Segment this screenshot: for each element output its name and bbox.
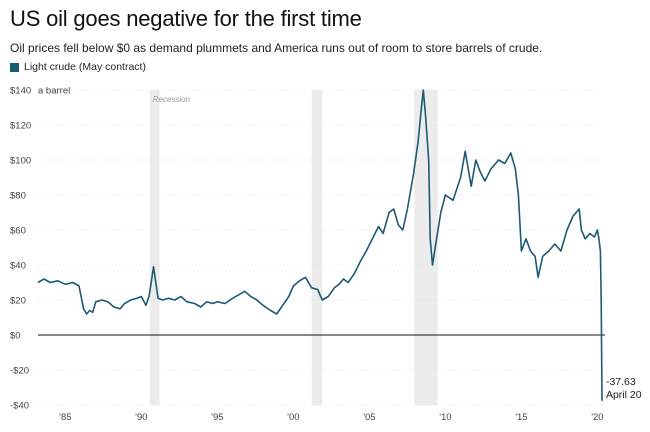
x-tick-label: '85 [59, 412, 71, 423]
y-tick-label: $80 [10, 191, 26, 202]
chart-subtitle: Oil prices fell below $0 as demand plumm… [10, 41, 543, 55]
annotation-date: April 20 [606, 389, 642, 401]
x-tick-label: '00 [287, 412, 299, 423]
x-tick-label: '95 [211, 412, 223, 423]
y-tick-label: -$20 [10, 366, 29, 377]
recession-label: Recession [153, 95, 191, 104]
chart-title: US oil goes negative for the first time [10, 6, 362, 31]
y-tick-label: $60 [10, 226, 26, 237]
x-tick-label: '15 [515, 412, 527, 423]
y-axis-unit: a barrel [38, 86, 70, 97]
legend: Light crude (May contract) [10, 61, 146, 73]
y-tick-label: $100 [10, 156, 31, 167]
x-tick-label: '90 [135, 412, 147, 423]
y-tick-label: $0 [10, 331, 21, 342]
recession-band [149, 90, 160, 405]
y-tick-label: $40 [10, 261, 26, 272]
y-tick-label: $140 [10, 86, 31, 97]
x-tick-label: '10 [439, 412, 451, 423]
legend-label: Light crude (May contract) [24, 61, 146, 73]
series-line [37, 89, 603, 401]
recession-band [311, 90, 323, 405]
legend-swatch [10, 62, 19, 72]
y-tick-label: $20 [10, 296, 26, 307]
annotation-value: -37.63 [606, 376, 636, 388]
x-tick-label: '05 [363, 412, 375, 423]
y-tick-label: $120 [10, 121, 31, 132]
y-tick-label: -$40 [10, 401, 29, 412]
recession-band [414, 90, 438, 405]
x-tick-label: '20 [591, 412, 603, 423]
